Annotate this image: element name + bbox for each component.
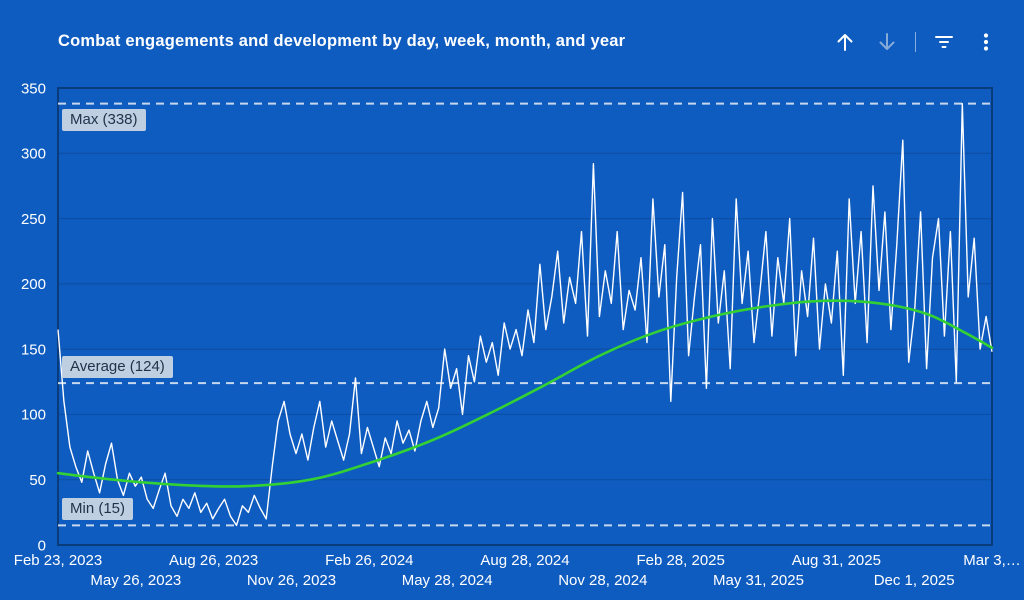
kebab-menu-icon bbox=[983, 33, 989, 51]
toolbar bbox=[831, 28, 1000, 56]
svg-text:May 28, 2024: May 28, 2024 bbox=[402, 572, 493, 589]
svg-text:100: 100 bbox=[21, 407, 46, 424]
more-options-button[interactable] bbox=[972, 28, 1000, 56]
sort-ascending-button[interactable] bbox=[831, 28, 859, 56]
max-chip: Max (338) bbox=[62, 108, 146, 131]
min-chip: Min (15) bbox=[62, 498, 134, 521]
arrow-up-icon bbox=[837, 34, 853, 51]
average-chip: Average (124) bbox=[62, 356, 173, 379]
svg-text:May 31, 2025: May 31, 2025 bbox=[713, 572, 804, 589]
svg-text:0: 0 bbox=[38, 537, 46, 554]
svg-text:150: 150 bbox=[21, 341, 46, 358]
arrow-down-icon bbox=[879, 33, 895, 50]
svg-text:Dec 1, 2025: Dec 1, 2025 bbox=[874, 572, 955, 589]
chart-title: Combat engagements and development by da… bbox=[58, 32, 626, 50]
svg-text:50: 50 bbox=[29, 472, 46, 489]
svg-text:Aug 31, 2025: Aug 31, 2025 bbox=[792, 552, 881, 569]
svg-text:350: 350 bbox=[21, 80, 46, 97]
toolbar-divider bbox=[915, 32, 916, 52]
svg-text:Nov 28, 2024: Nov 28, 2024 bbox=[558, 572, 647, 589]
svg-text:200: 200 bbox=[21, 276, 46, 293]
svg-text:Aug 26, 2023: Aug 26, 2023 bbox=[169, 552, 258, 569]
svg-text:Mar 3,…: Mar 3,… bbox=[963, 552, 1021, 569]
svg-text:Feb 26, 2024: Feb 26, 2024 bbox=[325, 552, 413, 569]
svg-text:Nov 26, 2023: Nov 26, 2023 bbox=[247, 572, 336, 589]
svg-text:May 26, 2023: May 26, 2023 bbox=[90, 572, 181, 589]
svg-text:Aug 28, 2024: Aug 28, 2024 bbox=[480, 552, 569, 569]
filter-icon bbox=[935, 36, 953, 48]
svg-text:Feb 23, 2023: Feb 23, 2023 bbox=[14, 552, 102, 569]
filter-button[interactable] bbox=[930, 28, 958, 56]
svg-text:Feb 28, 2025: Feb 28, 2025 bbox=[636, 552, 724, 569]
svg-text:250: 250 bbox=[21, 211, 46, 228]
sort-descending-button[interactable] bbox=[873, 28, 901, 56]
svg-text:300: 300 bbox=[21, 146, 46, 163]
